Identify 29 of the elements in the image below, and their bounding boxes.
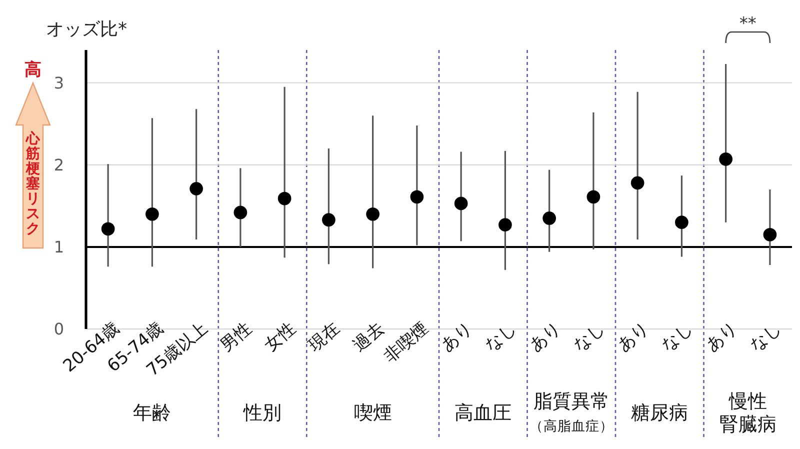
x-tick-label: あり [526, 318, 565, 356]
text: ** [739, 14, 756, 34]
x-tick-label: あり [614, 318, 653, 356]
text: 高 [24, 60, 42, 80]
x-axis-title: 糖尿病 [631, 402, 688, 424]
y-tick-label: 3 [54, 73, 64, 92]
x-tick-label: なし [482, 318, 520, 356]
point [190, 182, 203, 196]
x-tick-label: なし [570, 318, 609, 356]
x-tick-label: あり [702, 318, 742, 356]
x-tick-label: 女性 [260, 318, 300, 356]
text: 心筋梗塞リスク [25, 130, 41, 237]
y-tick-label: 2 [54, 155, 64, 174]
point [146, 207, 159, 221]
point [101, 222, 115, 236]
x-axis-title: 年齢 [133, 402, 172, 424]
x-tick-label: 現在 [305, 318, 344, 356]
x-axis-title: 性別 [242, 402, 282, 424]
x-axis-title: 脂質異常（高脂血症） [529, 390, 614, 434]
y-axis-title: オッズ比* [46, 19, 127, 40]
x-axis-title: 高血圧 [454, 402, 512, 424]
y-tick-label: 0 [54, 320, 64, 339]
x-tick-label: なし [746, 318, 786, 356]
x-axis-title: 喫煙 [354, 402, 392, 424]
x-tick-label: なし [658, 318, 697, 356]
y-tick-label: 1 [54, 238, 64, 257]
x-tick-label: あり [437, 318, 476, 356]
x-axis-title: 慢性腎臓病 [719, 390, 776, 436]
x-tick-label: 男性 [216, 318, 256, 356]
